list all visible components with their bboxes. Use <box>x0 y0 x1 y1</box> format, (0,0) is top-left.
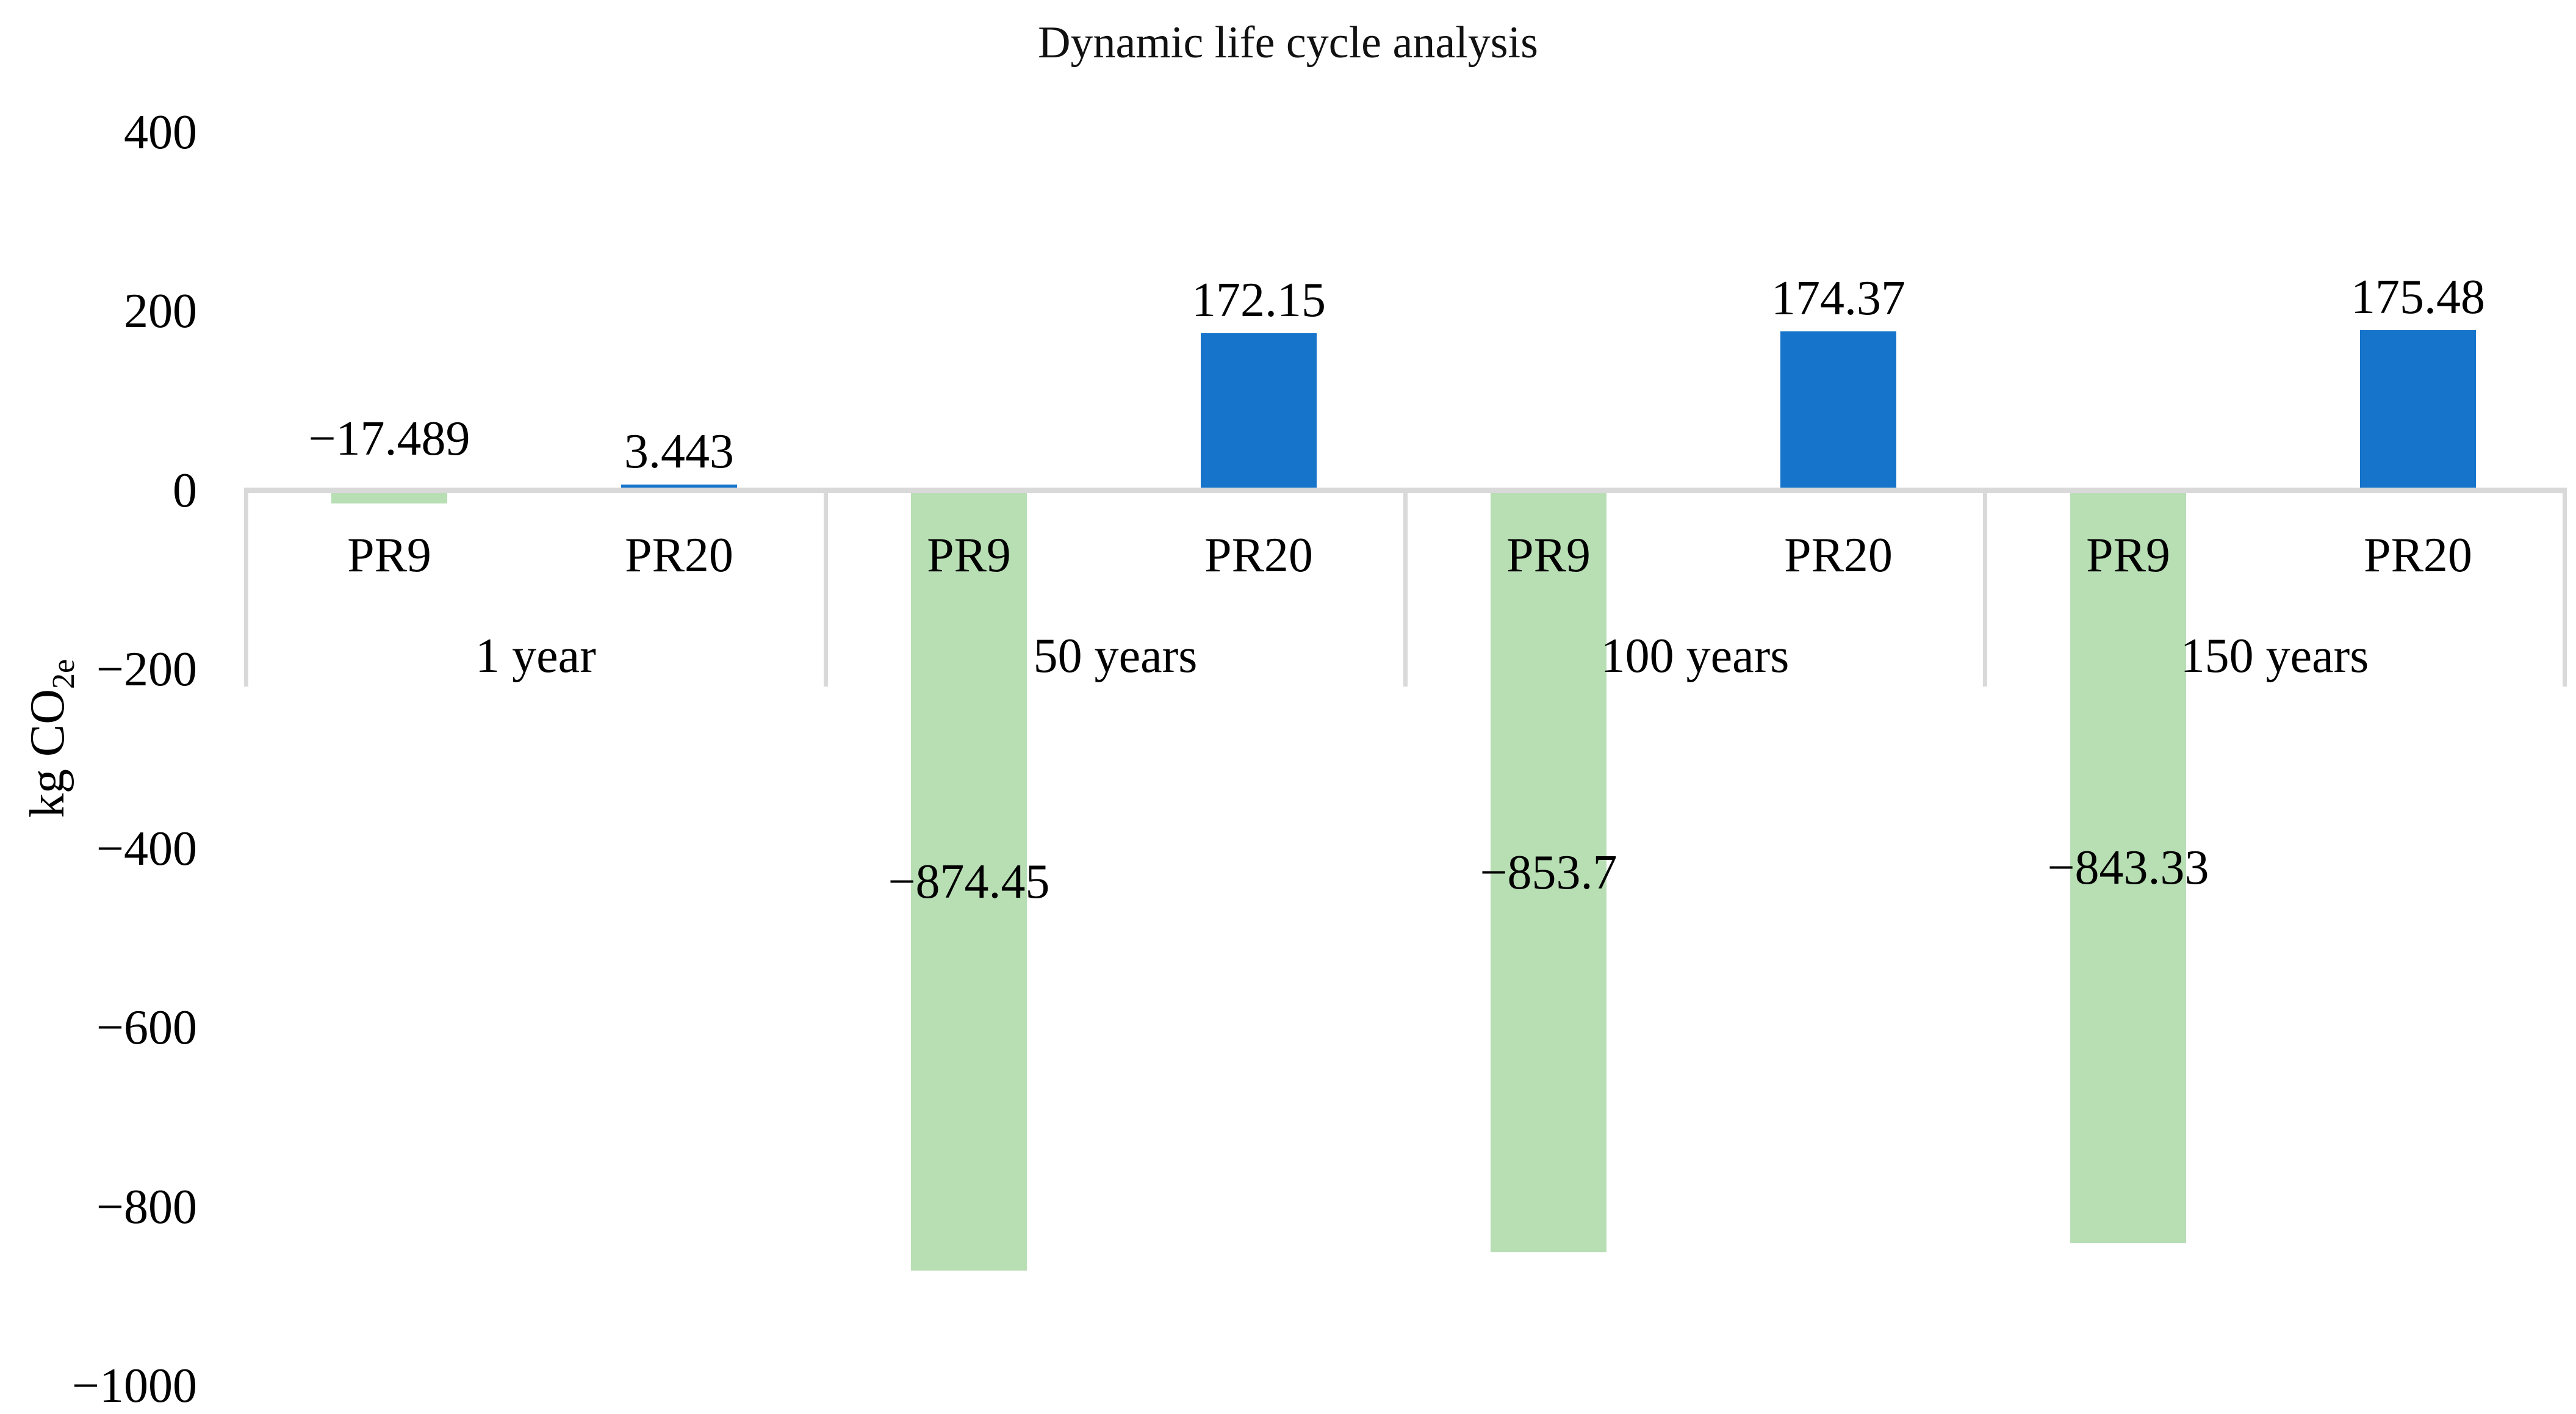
value-label-pr9-1-year: −17.489 <box>308 412 470 466</box>
series-axis-label-pr20-150-years: PR20 <box>2364 528 2472 582</box>
category-label-1-year: 1 year <box>475 629 596 683</box>
series-axis-label-pr9-50-years: PR9 <box>927 528 1011 582</box>
bar-pr20-1-year <box>621 484 737 488</box>
series-axis-label-pr20-100-years: PR20 <box>1784 528 1893 582</box>
value-label-pr20-50-years: 172.15 <box>1192 273 1326 328</box>
category-separator <box>1982 488 1987 687</box>
y-tick--1000: −1000 <box>71 1359 197 1413</box>
bar-pr9-100-years <box>1491 493 1606 1252</box>
category-label-50-years: 50 years <box>1033 629 1198 683</box>
series-axis-label-pr9-1-year: PR9 <box>347 528 431 582</box>
bar-pr9-50-years <box>911 493 1027 1271</box>
chart-title: Dynamic life cycle analysis <box>1038 18 1538 68</box>
y-tick--400: −400 <box>96 821 197 876</box>
value-label-pr9-100-years: −853.7 <box>1480 845 1617 900</box>
series-axis-label-pr20-50-years: PR20 <box>1204 528 1313 582</box>
y-tick--600: −600 <box>96 1001 197 1055</box>
bar-pr20-50-years <box>1201 333 1317 488</box>
y-tick--200: −200 <box>96 643 197 696</box>
y-tick-200: 200 <box>124 284 197 338</box>
y-axis-title-text: kg CO <box>21 688 74 818</box>
value-label-pr9-50-years: −874.45 <box>888 855 1050 909</box>
bar-pr9-1-year <box>331 493 447 503</box>
x-axis-zero-line <box>246 488 2567 493</box>
bar-pr20-150-years <box>2360 330 2476 488</box>
y-tick--800: −800 <box>96 1180 197 1234</box>
value-label-pr20-150-years: 175.48 <box>2351 270 2485 325</box>
bar-pr20-100-years <box>1780 331 1896 488</box>
series-axis-label-pr20-1-year: PR20 <box>625 528 733 582</box>
category-separator <box>243 488 248 687</box>
value-label-pr20-100-years: 174.37 <box>1771 272 1905 326</box>
series-axis-label-pr9-150-years: PR9 <box>2086 528 2170 582</box>
y-tick-400: 400 <box>124 105 197 159</box>
category-separator <box>823 488 828 687</box>
category-label-150-years: 150 years <box>2180 629 2369 683</box>
category-separator <box>1403 488 1408 687</box>
bar-pr9-150-years <box>2070 493 2186 1243</box>
category-label-100-years: 100 years <box>1600 629 1790 683</box>
value-label-pr20-1-year: 3.443 <box>624 424 734 478</box>
category-separator <box>2562 488 2567 687</box>
y-tick-0: 0 <box>173 463 197 518</box>
value-label-pr9-150-years: −843.33 <box>2047 841 2209 895</box>
series-axis-label-pr9-100-years: PR9 <box>1506 528 1591 582</box>
